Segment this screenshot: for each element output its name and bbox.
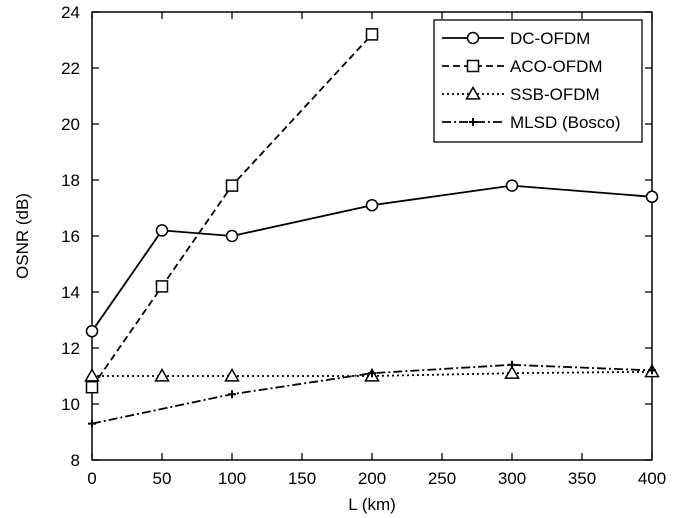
legend-marker <box>465 85 481 100</box>
series-line <box>91 184 653 332</box>
legend-label: MLSD (Bosco) <box>510 113 621 132</box>
data-point <box>368 369 376 378</box>
y-tick-label: 18 <box>61 171 80 190</box>
legend-label: ACO-OFDM <box>510 57 603 76</box>
y-axis-label: OSNR (dB) <box>13 193 32 279</box>
data-point <box>365 28 379 41</box>
data-point <box>154 367 170 382</box>
x-axis-label: L (km) <box>348 495 396 514</box>
data-point <box>85 380 99 394</box>
legend-item: DC-OFDM <box>442 29 590 48</box>
data-point <box>228 390 236 399</box>
series-circle <box>85 179 659 338</box>
data-point <box>224 367 240 382</box>
data-point <box>365 198 379 212</box>
y-tick-label: 12 <box>61 339 80 358</box>
y-tick-label: 20 <box>61 115 80 134</box>
legend-label: SSB-OFDM <box>510 85 600 104</box>
data-point <box>648 366 656 375</box>
axis-ticks: 0 50 100 150 200 250 300 350 400 8 10 12 14 16 18 20 22 2… <box>61 3 666 488</box>
data-point <box>155 280 169 293</box>
data-point <box>504 365 520 379</box>
legend-marker <box>466 31 480 45</box>
data-point <box>505 179 519 192</box>
legend-label: DC-OFDM <box>510 29 590 48</box>
x-tick-label: 300 <box>498 469 526 488</box>
series-plus <box>88 360 656 428</box>
data-point <box>155 224 169 237</box>
x-tick-label: 50 <box>153 469 172 488</box>
data-point <box>84 367 100 382</box>
data-point <box>645 190 659 204</box>
data-point <box>225 179 239 192</box>
legend-item: ACO-OFDM <box>442 57 603 76</box>
x-tick-label: 200 <box>358 469 386 488</box>
y-tick-label: 8 <box>71 451 80 470</box>
legend-item: SSB-OFDM <box>442 85 600 104</box>
data-point <box>85 324 99 338</box>
series-layer <box>84 28 660 428</box>
y-tick-label: 14 <box>61 283 80 302</box>
y-tick-label: 22 <box>61 59 80 78</box>
x-tick-label: 400 <box>638 469 666 488</box>
data-point <box>225 229 239 243</box>
y-tick-label: 24 <box>61 3 80 22</box>
series-line <box>92 370 653 377</box>
y-tick-label: 16 <box>61 227 80 246</box>
x-tick-label: 100 <box>218 469 246 488</box>
legend-marker <box>466 59 480 73</box>
x-tick-label: 250 <box>428 469 456 488</box>
legend-item: MLSD (Bosco) <box>442 113 621 132</box>
legend: DC-OFDM ACO-OFDM SSB-OFDM MLSD (Bosco) <box>433 19 643 143</box>
y-tick-label: 10 <box>61 395 80 414</box>
data-point <box>508 360 516 369</box>
series-line <box>91 33 373 388</box>
x-tick-label: 150 <box>288 469 316 488</box>
series-square <box>85 28 379 394</box>
x-tick-label: 0 <box>87 469 96 488</box>
x-tick-label: 350 <box>568 469 596 488</box>
data-point <box>88 419 96 428</box>
legend-marker <box>469 118 477 126</box>
